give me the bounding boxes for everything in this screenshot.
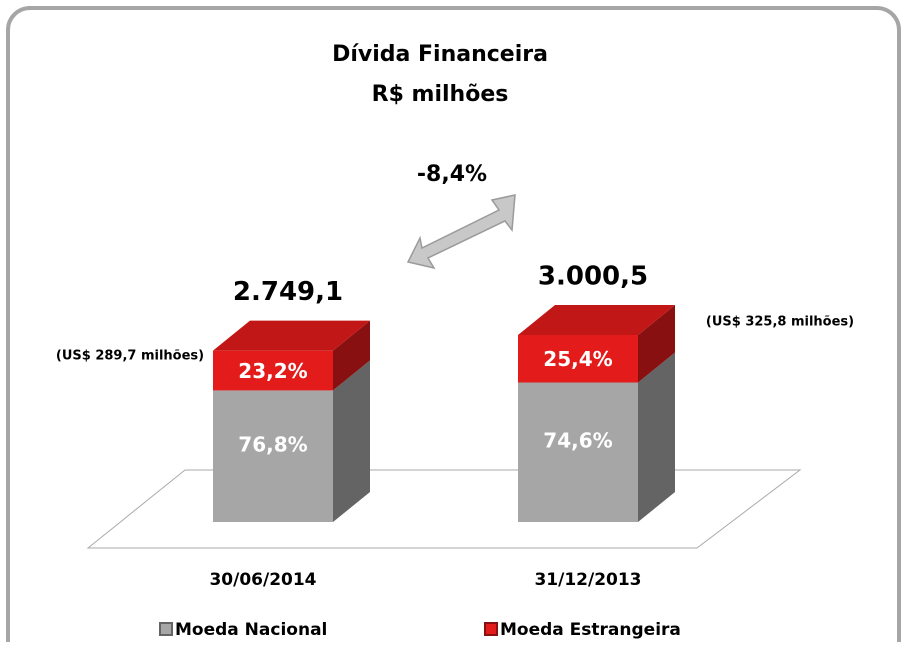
bar-front	[518, 382, 638, 522]
bar-front	[518, 335, 638, 383]
total-label: 3.000,5	[538, 262, 648, 292]
change-arrow	[406, 194, 516, 270]
bar-segment	[518, 305, 675, 383]
legend-label: Moeda Estrangeira	[500, 620, 681, 640]
bar-side	[333, 320, 370, 391]
legend-swatch	[484, 622, 498, 636]
total-label: 2.749,1	[233, 277, 343, 307]
bar-side	[638, 305, 675, 383]
value-label: 25,4%	[543, 347, 612, 371]
change-label: -8,4%	[417, 162, 487, 187]
bar-segment	[213, 360, 370, 522]
usd-label: (US$ 325,8 milhões)	[706, 315, 854, 330]
legend-label: Moeda Nacional	[175, 620, 327, 640]
bar-front	[213, 350, 333, 391]
bar-side	[638, 352, 675, 522]
x-tick-label: 30/06/2014	[209, 570, 316, 590]
bar-front	[213, 390, 333, 522]
chart-title: Dívida Financeira	[332, 42, 548, 67]
bar-segment	[518, 352, 675, 522]
bar-segment	[213, 320, 370, 391]
value-label: 74,6%	[543, 429, 612, 453]
x-tick-label: 31/12/2013	[534, 570, 641, 590]
bar-top	[213, 320, 370, 351]
value-label: 76,8%	[238, 433, 307, 457]
legend-swatch	[159, 622, 173, 636]
bar-top	[518, 305, 675, 335]
usd-label: (US$ 289,7 milhões)	[56, 349, 204, 364]
chart-subtitle: R$ milhões	[372, 82, 509, 107]
value-label: 23,2%	[238, 359, 307, 383]
bar-side	[333, 360, 370, 522]
floor	[86, 469, 802, 549]
